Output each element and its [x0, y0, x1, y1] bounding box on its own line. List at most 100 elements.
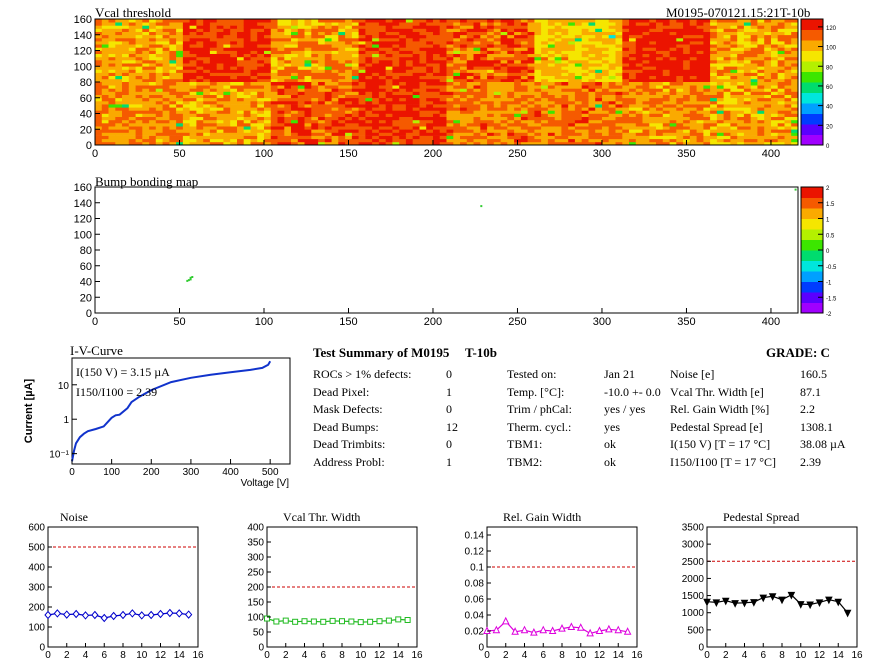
x-tick-label: 150: [339, 316, 357, 328]
heatmap-cell: [385, 60, 393, 64]
heatmap-cell: [520, 22, 529, 26]
heatmap-cell: [405, 129, 414, 133]
heatmap-cell: [743, 56, 752, 61]
heatmap-cell: [534, 53, 542, 58]
heatmap-cell: [784, 135, 792, 140]
heatmap-cell: [426, 97, 434, 102]
heatmap-cell: [622, 88, 630, 92]
heatmap-cell: [453, 94, 461, 99]
heatmap-cell: [122, 107, 130, 111]
heatmap-cell: [264, 91, 272, 95]
heatmap-cell: [554, 47, 562, 51]
heatmap-cell: [108, 132, 116, 136]
heatmap-cell: [358, 104, 366, 108]
heatmap-cell: [101, 53, 109, 58]
heatmap-cell: [338, 97, 346, 102]
heatmap-cell: [683, 88, 691, 92]
heatmap-cell: [331, 25, 339, 29]
heatmap-cell: [176, 69, 184, 73]
heatmap-cell: [662, 47, 670, 51]
heatmap-cell: [209, 126, 218, 130]
heatmap-cell: [514, 94, 522, 99]
heatmap-cell: [527, 72, 535, 76]
heatmap-cell: [710, 97, 718, 102]
heatmap-cell: [426, 126, 434, 130]
heatmap-cell: [264, 88, 272, 92]
heatmap-cell: [527, 107, 535, 111]
heatmap-cell: [115, 34, 123, 39]
heatmap-cell: [547, 66, 556, 70]
heatmap-cell: [473, 60, 481, 64]
heatmap-cell: [196, 60, 204, 64]
heatmap-cell: [318, 110, 326, 114]
heatmap-cell: [615, 123, 623, 127]
heatmap-cell: [128, 47, 136, 51]
heatmap-cell: [331, 97, 339, 102]
heatmap-cell: [737, 132, 745, 136]
heatmap-cell: [574, 119, 583, 124]
heatmap-cell: [439, 56, 447, 61]
heatmap-cell: [608, 141, 616, 146]
heatmap-cell: [392, 138, 400, 143]
heatmap-cell: [284, 100, 292, 105]
heatmap-cell: [223, 66, 231, 70]
heatmap-cell: [466, 72, 474, 76]
heatmap-cell: [149, 37, 157, 42]
heatmap-cell: [541, 72, 549, 76]
heatmap-cell: [771, 69, 779, 73]
heatmap-cell: [149, 91, 157, 95]
heatmap-cell: [595, 50, 603, 54]
heatmap-cell: [209, 72, 218, 76]
heatmap-cell: [419, 88, 427, 92]
heatmap-cell: [169, 82, 177, 86]
heatmap-cell: [358, 94, 366, 99]
heatmap-cell: [439, 60, 447, 64]
heatmap-cell: [750, 19, 758, 23]
heatmap-cell: [473, 126, 481, 130]
heatmap-cell: [108, 141, 116, 146]
heatmap-cell: [730, 110, 738, 114]
heatmap-cell: [304, 104, 312, 108]
heatmap-cell: [169, 94, 177, 99]
heatmap-cell: [527, 91, 535, 95]
data-point: [357, 619, 364, 626]
heatmap-cell: [757, 82, 765, 86]
heatmap-cell: [372, 47, 380, 51]
heatmap-cell: [142, 25, 150, 29]
heatmap-cell: [581, 19, 589, 23]
heatmap-cell: [635, 123, 643, 127]
heatmap-cell: [777, 119, 785, 124]
heatmap-cell: [777, 50, 785, 54]
heatmap-cell: [730, 113, 738, 117]
heatmap-cell: [412, 82, 420, 86]
heatmap-cell: [669, 41, 677, 45]
heatmap-cell: [588, 72, 596, 76]
heatmap-cell: [453, 41, 461, 45]
heatmap-cell: [656, 113, 664, 117]
heatmap-cell: [730, 69, 738, 73]
heatmap-cell: [649, 78, 657, 83]
heatmap-cell: [318, 66, 326, 70]
heatmap-cell: [764, 123, 772, 127]
heatmap-cell: [460, 78, 468, 83]
heatmap-cell: [270, 69, 278, 73]
heatmap-cell: [602, 63, 610, 67]
heatmap-cell: [385, 53, 393, 58]
heatmap-cell: [135, 63, 143, 67]
heatmap-cell: [649, 82, 657, 86]
heatmap-cell: [284, 94, 292, 99]
heatmap-cell: [676, 66, 684, 70]
heatmap-cell: [520, 138, 529, 143]
heatmap-cell: [297, 94, 305, 99]
heatmap-cell: [615, 119, 623, 124]
heatmap-cell: [771, 50, 779, 54]
heatmap-cell: [311, 31, 319, 36]
heatmap-cell: [162, 126, 170, 130]
heatmap-cell: [777, 22, 785, 26]
heatmap-cell: [365, 34, 373, 39]
heatmap-cell: [385, 66, 393, 70]
heatmap-cell: [122, 66, 130, 70]
heatmap-cell: [629, 123, 637, 127]
heatmap-cell: [378, 44, 387, 48]
heatmap-cell: [331, 91, 339, 95]
